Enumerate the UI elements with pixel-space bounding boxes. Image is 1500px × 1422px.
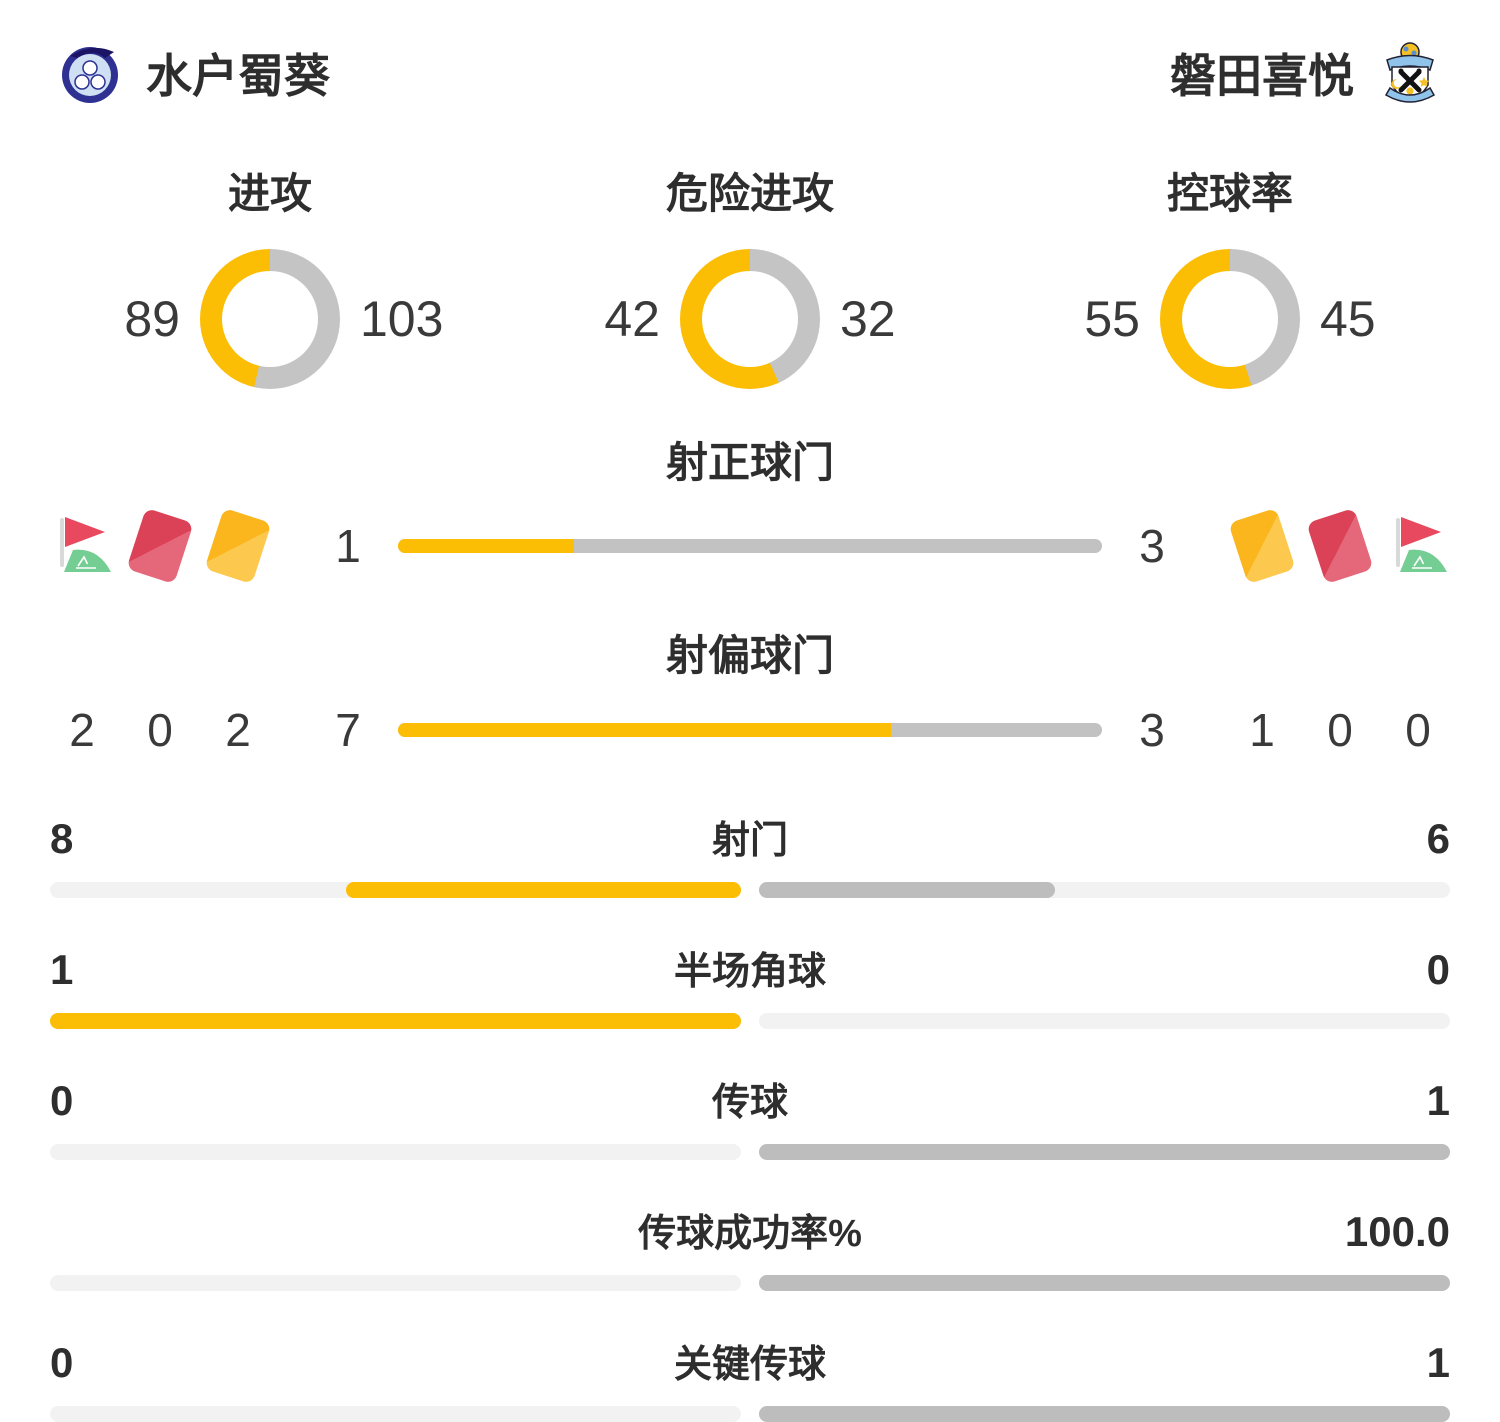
shots-label: 射门 <box>711 820 788 862</box>
donut-attacks-title: 进攻 <box>227 170 312 217</box>
passes-bar <box>50 1144 1450 1160</box>
away-red-cards-count: 0 <box>1327 704 1353 756</box>
home-yellow-cards-count: 2 <box>225 704 251 756</box>
away-team-name: 磐田喜悦 <box>1170 50 1354 102</box>
shots-bar-home-fill <box>346 882 741 898</box>
donut-attacks-ring <box>200 249 340 389</box>
key-passes-bar-away-fill <box>759 1406 1450 1422</box>
match-header: 水户蜀葵 磐田喜悦 <box>0 0 1500 106</box>
corner-flag-icon <box>50 510 114 582</box>
home-red-cards-count: 0 <box>147 704 173 756</box>
away-yellow-cards-count: 1 <box>1249 704 1275 756</box>
half-corners-bar-home-fill <box>50 1013 741 1029</box>
donut-dangerous-attacks-home-value: 42 <box>604 291 660 347</box>
shots-bar <box>50 882 1450 898</box>
donut-possession: 控球率 55 45 <box>990 160 1470 389</box>
home-team[interactable]: 水户蜀葵 <box>58 40 330 106</box>
stat-row-shots: 8 射门 6 <box>50 809 1450 898</box>
shots-off-target-home-value: 7 <box>335 704 361 756</box>
half-corners-home-value: 1 <box>50 946 74 993</box>
key-passes-label: 关键传球 <box>673 1344 826 1386</box>
away-team-logo-icon <box>1378 41 1442 105</box>
key-passes-away-value: 1 <box>1426 1339 1450 1386</box>
shots-off-target-bar <box>398 723 1102 737</box>
stat-row-passes: 0 传球 1 <box>50 1071 1450 1160</box>
donut-possession-home-value: 55 <box>1084 291 1140 347</box>
yellow-card-icon <box>204 507 272 585</box>
shots-on-target-title: 射正球门 <box>665 439 834 486</box>
shots-off-target-away-value: 3 <box>1139 704 1165 756</box>
donut-attacks-away-value: 103 <box>360 291 444 347</box>
away-discipline-icons <box>1202 507 1450 585</box>
shots-on-target-row: 1 3 <box>0 507 1500 585</box>
stat-row-pass-success: 传球成功率% 100.0 <box>50 1202 1450 1291</box>
shots-home-value: 8 <box>50 815 74 862</box>
stat-row-half-corners: 1 半场角球 0 <box>50 940 1450 1029</box>
pass-success-bar-away-fill <box>759 1275 1450 1291</box>
donut-dangerous-attacks-title: 危险进攻 <box>665 170 834 217</box>
donut-charts: 进攻 89 103 危险进攻 42 32 控球率 55 45 <box>0 160 1500 389</box>
shots-on-target-bar <box>398 539 1102 553</box>
shots-on-target-away-value: 3 <box>1139 520 1165 572</box>
shots-bar-away-fill <box>759 882 1056 898</box>
shots-off-target-title: 射偏球门 <box>665 632 834 679</box>
red-card-icon <box>1306 507 1374 585</box>
passes-home-value: 0 <box>50 1077 74 1124</box>
yellow-card-icon <box>1228 507 1296 585</box>
pass-success-away-value: 100.0 <box>1344 1208 1450 1255</box>
passes-label: 传球 <box>711 1082 788 1124</box>
donut-possession-ring <box>1160 249 1300 389</box>
donut-possession-title: 控球率 <box>1166 170 1293 217</box>
half-corners-label: 半场角球 <box>673 951 826 993</box>
donut-possession-away-value: 45 <box>1320 291 1376 347</box>
donut-dangerous-attacks-away-value: 32 <box>840 291 896 347</box>
shots-off-target-row: 2 0 2 7 3 1 0 0 <box>0 703 1500 757</box>
passes-away-value: 1 <box>1426 1077 1450 1124</box>
shots-on-target-home-value: 1 <box>335 520 361 572</box>
half-corners-bar <box>50 1013 1450 1029</box>
donut-dangerous-attacks-ring <box>680 249 820 389</box>
shots-off-target-bar-home-fill <box>398 723 891 737</box>
home-team-name: 水户蜀葵 <box>146 50 330 102</box>
away-team[interactable]: 磐田喜悦 <box>1170 40 1442 106</box>
donut-attacks: 进攻 89 103 <box>30 160 510 389</box>
away-discipline-counts: 1 0 0 <box>1230 703 1450 757</box>
home-discipline-counts: 2 0 2 <box>50 703 298 757</box>
pass-success-bar <box>50 1275 1450 1291</box>
key-passes-bar <box>50 1406 1450 1422</box>
key-passes-home-value: 0 <box>50 1339 74 1386</box>
pass-success-label: 传球成功率% <box>638 1213 862 1255</box>
home-discipline-icons <box>50 507 298 585</box>
home-corners-count: 2 <box>69 704 95 756</box>
donut-dangerous-attacks: 危险进攻 42 32 <box>510 160 990 389</box>
passes-bar-away-fill <box>759 1144 1450 1160</box>
shots-away-value: 6 <box>1426 815 1450 862</box>
home-team-logo-icon <box>58 41 122 105</box>
shots-block: 射正球门 1 3 <box>0 429 1500 757</box>
shots-on-target-bar-home-fill <box>398 539 574 553</box>
red-card-icon <box>126 507 194 585</box>
donut-attacks-home-value: 89 <box>124 291 180 347</box>
stat-rows: 8 射门 6 1 半场角球 0 0 传球 1 <box>0 809 1500 1422</box>
stat-row-key-passes: 0 关键传球 1 <box>50 1333 1450 1422</box>
half-corners-away-value: 0 <box>1426 946 1450 993</box>
away-corners-count: 0 <box>1405 704 1431 756</box>
corner-flag-icon <box>1386 510 1450 582</box>
